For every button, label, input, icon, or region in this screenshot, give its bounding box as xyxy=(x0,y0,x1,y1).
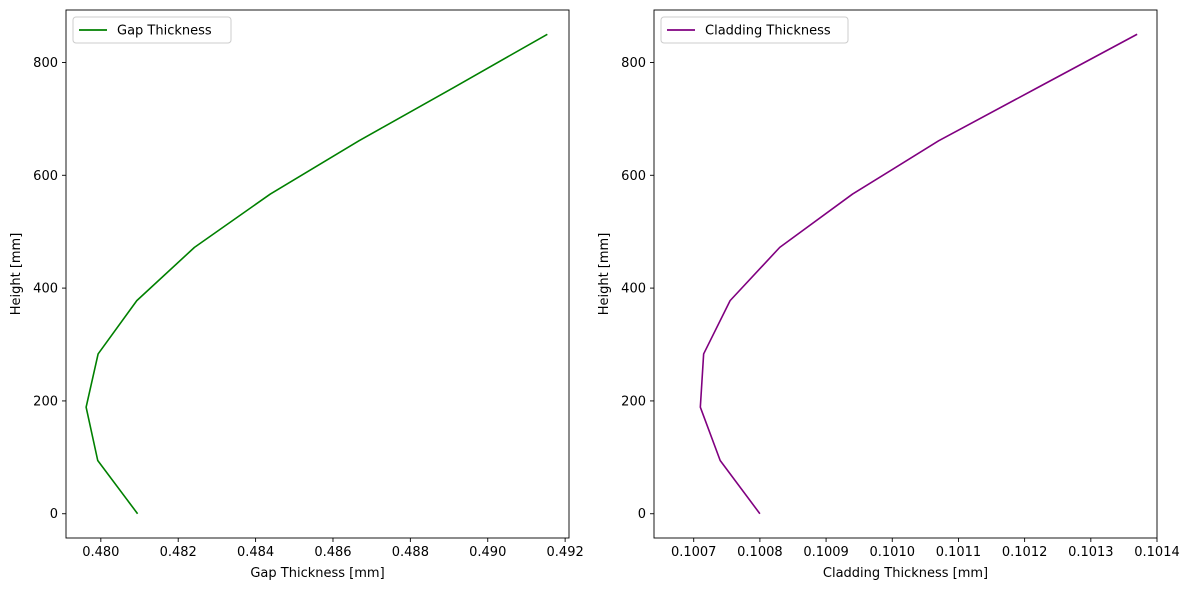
x-tick-label: 0.1014 xyxy=(1134,545,1180,560)
x-tick-label: 0.482 xyxy=(160,545,197,560)
y-tick-label: 0 xyxy=(638,507,646,522)
y-tick-label: 200 xyxy=(33,394,58,409)
y-axis-label: Height [mm] xyxy=(597,233,612,316)
x-tick-label: 0.1008 xyxy=(737,545,783,560)
legend-box xyxy=(72,16,232,44)
legend-label: Gap Thickness xyxy=(117,24,212,39)
axes-frame xyxy=(65,9,570,539)
right-chart-panel: 0.1007 0.1008 0.1009 0.1010 0.1011 0.1012 0.10… xyxy=(597,9,1180,581)
x-tick-label: 0.1007 xyxy=(671,545,717,560)
y-tick-label: 400 xyxy=(621,282,646,297)
y-tick-label: 0 xyxy=(50,507,58,522)
x-tick-label: 0.490 xyxy=(469,545,506,560)
y-tick-label: 800 xyxy=(33,56,58,71)
x-tick-label: 0.492 xyxy=(547,545,584,560)
legend-label: Cladding Thickness xyxy=(705,24,831,39)
y-tick-label: 800 xyxy=(621,56,646,71)
y-tick-label: 200 xyxy=(621,394,646,409)
x-axis-label: Gap Thickness [mm] xyxy=(250,566,384,581)
y-tick-label: 400 xyxy=(33,282,58,297)
x-tick-label: 0.1010 xyxy=(870,545,916,560)
y-axis-label: Height [mm] xyxy=(9,233,24,316)
x-tick-label: 0.486 xyxy=(314,545,351,560)
series-line-0 xyxy=(85,33,548,515)
x-axis-label: Cladding Thickness [mm] xyxy=(823,566,988,581)
legend-box xyxy=(660,16,849,44)
x-tick-label: 0.1009 xyxy=(803,545,849,560)
y-tick-label: 600 xyxy=(621,169,646,184)
x-tick-label: 0.484 xyxy=(237,545,274,560)
axes-frame xyxy=(653,9,1158,539)
x-tick-label: 0.488 xyxy=(392,545,429,560)
x-tick-label: 0.1012 xyxy=(1002,545,1048,560)
x-tick-label: 0.480 xyxy=(82,545,119,560)
left-chart-panel: 0.480 0.482 0.484 0.486 0.488 0.490 0.492 0 200 4… xyxy=(9,9,584,581)
x-tick-label: 0.1011 xyxy=(936,545,982,560)
series-line-0 xyxy=(699,33,1138,515)
y-tick-label: 600 xyxy=(33,169,58,184)
x-tick-label: 0.1013 xyxy=(1068,545,1114,560)
